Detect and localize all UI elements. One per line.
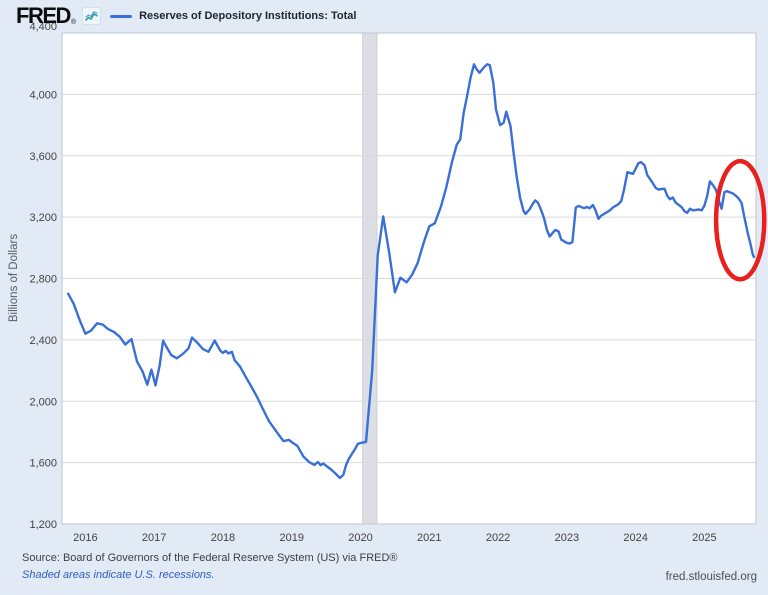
plot-border xyxy=(61,32,757,525)
source-text: Source: Board of Governors of the Federa… xyxy=(22,552,398,564)
y-axis-title: Billions of Dollars xyxy=(8,233,20,323)
legend-series-label: Reserves of Depository Institutions: Tot… xyxy=(139,10,357,22)
x-tick-label: 2024 xyxy=(623,532,647,544)
legend: Reserves of Depository Institutions: Tot… xyxy=(110,10,356,22)
x-tick-label: 2017 xyxy=(142,532,166,544)
recession-note-link[interactable]: Shaded areas indicate U.S. recessions. xyxy=(22,569,215,581)
x-tick-label: 2016 xyxy=(73,532,97,544)
registered-mark: ® xyxy=(70,19,77,26)
site-link[interactable]: fred.stlouisfed.org xyxy=(665,571,757,583)
x-tick-label: 2023 xyxy=(555,532,579,544)
series-color-swatch xyxy=(110,14,133,18)
chart-header: FRED ® Reserves of Depository Institution… xyxy=(16,3,356,29)
x-tick-label: 2025 xyxy=(692,532,716,544)
x-tick-label: 2022 xyxy=(486,532,510,544)
fred-logo: FRED xyxy=(16,3,71,28)
x-tick-label: 2018 xyxy=(211,532,235,544)
x-tick-label: 2021 xyxy=(417,532,441,544)
x-tick-label: 2019 xyxy=(279,532,303,544)
data-line xyxy=(66,63,756,480)
y-tick-label: 2,800 xyxy=(29,274,57,286)
y-tick-label: 3,600 xyxy=(29,151,57,163)
y-tick-label: 2,400 xyxy=(29,335,57,347)
chart-line-icon xyxy=(82,7,102,25)
y-tick-label: 4,400 xyxy=(29,21,57,33)
x-tick-label: 2020 xyxy=(348,532,372,544)
highlight-ellipse-annotation xyxy=(713,158,767,282)
y-tick-label: 1,600 xyxy=(29,458,57,470)
y-tick-label: 3,200 xyxy=(29,212,57,224)
y-tick-label: 4,000 xyxy=(29,89,57,101)
y-tick-label: 1,200 xyxy=(29,519,57,531)
y-tick-label: 2,000 xyxy=(29,396,57,408)
